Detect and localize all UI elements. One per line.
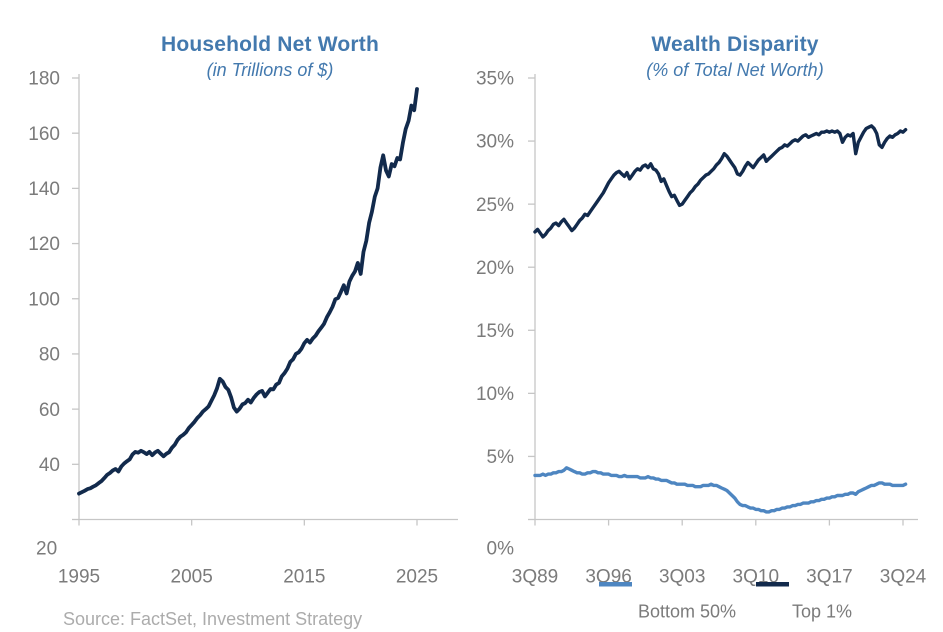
l-x-tick-label: 2005 [171,567,213,588]
r-y-tick-label: 5% [487,447,515,468]
legend-label-bottom-50-: Bottom 50% [638,601,736,621]
l-x-tick-label: 1995 [58,567,100,588]
legend-label-top-1-: Top 1% [792,601,852,621]
r-x-tick-label: 3Q24 [880,567,927,588]
series-line-household-net-worth [77,87,419,496]
series-line-bottom-50- [533,466,908,514]
r-y-tick-label: 0% [487,539,515,560]
r-y-tick-label: 35% [476,69,514,90]
legend-swatch-top-1- [756,582,789,587]
l-y-tick-label: 140 [28,179,60,200]
r-y-tick-label: 10% [476,384,514,405]
r-y-tick-label: 25% [476,195,514,216]
series-line-top-1- [533,124,908,239]
l-y-tick-label: 100 [28,289,60,310]
l-y-tick-label: 60 [39,400,60,421]
right-chart-title: Wealth Disparity [651,33,819,56]
l-y-tick-label: 120 [28,234,60,255]
r-y-tick-label: 20% [476,258,514,279]
legend-swatch-bottom-50- [599,582,632,587]
r-y-tick-label: 15% [476,321,514,342]
left-chart-title: Household Net Worth [160,33,380,56]
source-note: Source: FactSet, Investment Strategy [63,609,363,629]
r-x-tick-label: 3Q17 [806,567,852,588]
l-y-tick-label: 180 [28,69,60,90]
right-chart-subtitle: (% of Total Net Worth) [646,60,824,80]
left-chart-subtitle: (in Trillions of $) [206,60,334,80]
r-y-tick-label: 30% [476,132,514,153]
l-x-tick-label: 2025 [396,567,438,588]
l-y-tick-label: 80 [39,345,60,366]
l-y-tick-label: 20 [36,539,57,560]
l-y-tick-label: 40 [39,455,60,476]
l-y-tick-label: 160 [28,124,60,145]
r-x-tick-label: 3Q03 [659,567,705,588]
l-x-tick-label: 2015 [283,567,325,588]
r-x-tick-label: 3Q89 [512,567,558,588]
